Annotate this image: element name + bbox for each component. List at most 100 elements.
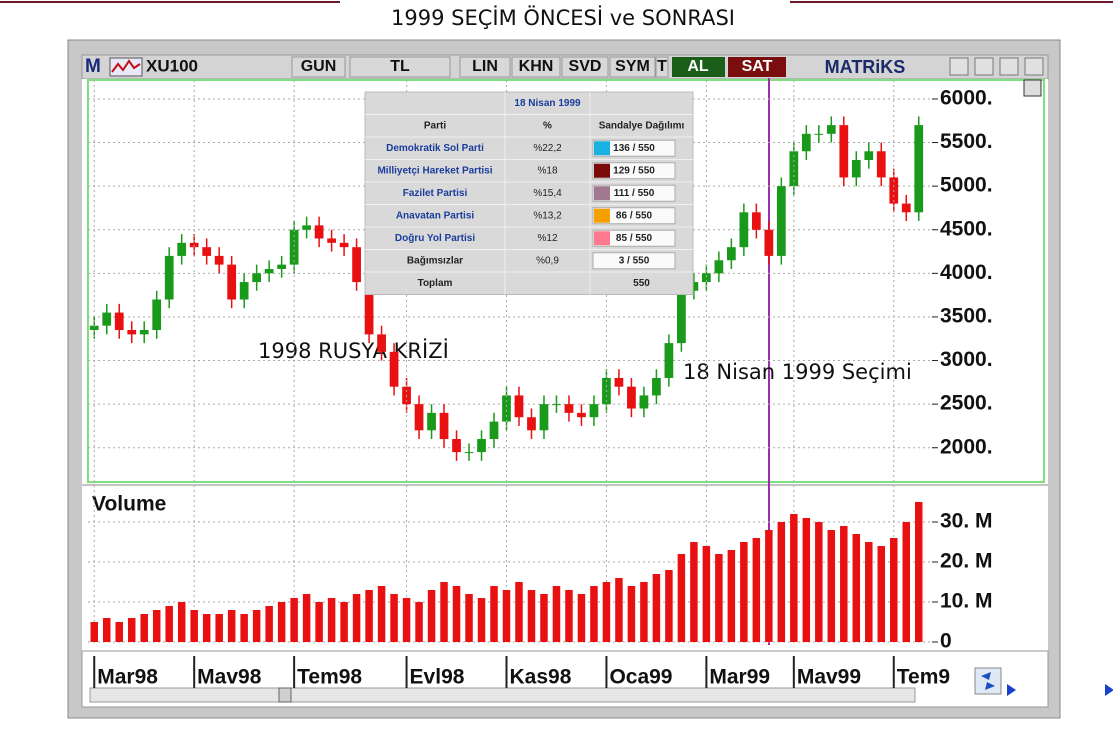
candle-body	[502, 395, 511, 422]
volume-bar	[202, 614, 211, 642]
volume-bar	[365, 590, 373, 642]
candle-body	[614, 377, 624, 387]
party-swatch	[594, 231, 610, 246]
volume-bar	[90, 622, 98, 642]
candle-body	[239, 282, 249, 300]
volume-bar	[627, 586, 636, 642]
toolbar-button[interactable]	[291, 56, 346, 78]
candle-body	[364, 282, 374, 335]
party-seats: 3 / 550	[619, 255, 650, 266]
candle-body	[414, 404, 424, 431]
toolbar-button[interactable]	[511, 56, 561, 78]
buy-button[interactable]	[672, 57, 725, 77]
scroll-left[interactable]	[1007, 684, 1016, 696]
candle-body	[139, 330, 149, 335]
candle-body	[664, 343, 674, 378]
window-control[interactable]	[949, 57, 969, 76]
refresh-button[interactable]	[974, 667, 1002, 695]
y-tick-label: 3500.	[940, 304, 993, 327]
volume-bar	[490, 586, 498, 642]
y-tick-label: 2000.	[940, 435, 993, 458]
party-name: Fazilet Partisi	[403, 188, 468, 199]
table-header: Parti	[424, 120, 446, 131]
seat-box	[592, 252, 676, 270]
volume-bar	[190, 610, 198, 642]
candle-body	[814, 133, 824, 135]
party-pct: %15,4	[533, 188, 562, 199]
candle-body	[439, 412, 449, 440]
candle-body	[839, 125, 849, 178]
volume-bar	[565, 590, 573, 642]
volume-bar	[915, 502, 923, 642]
candle-body	[214, 255, 224, 265]
total-label: Toplam	[418, 278, 453, 289]
volume-bar	[890, 538, 898, 642]
volume-bar	[115, 622, 123, 642]
candle-body	[789, 151, 799, 187]
candle-body	[127, 330, 137, 335]
seat-box	[592, 162, 676, 180]
candle-body	[589, 404, 599, 418]
volume-bar	[752, 538, 761, 642]
scroll-right[interactable]	[1105, 684, 1113, 696]
candle-body	[452, 439, 461, 453]
y-tick-label: 2500.	[940, 392, 993, 415]
candle-body	[652, 377, 661, 396]
party-swatch	[594, 141, 610, 156]
toolbar-button-label: SVD	[569, 58, 602, 75]
candle-body	[227, 264, 237, 300]
volume-bar	[765, 530, 773, 642]
volume-bar	[327, 598, 336, 642]
candle-body	[327, 238, 336, 243]
y-tick-label: 0	[940, 630, 952, 653]
volume-bar	[152, 610, 161, 642]
candle-body	[901, 203, 911, 213]
toolbar-button-label: SYM	[615, 58, 650, 75]
logo-icon-line	[111, 59, 141, 73]
toolbar-button[interactable]	[655, 56, 669, 78]
toolbar-button[interactable]	[561, 56, 609, 78]
party-swatch	[594, 186, 610, 201]
panel-button[interactable]	[1023, 79, 1042, 97]
candle-body	[514, 395, 524, 418]
seat-box	[592, 139, 676, 157]
seat-box	[592, 184, 676, 202]
window-control[interactable]	[1024, 57, 1044, 76]
volume-bar	[640, 582, 648, 642]
candle-body	[539, 404, 549, 431]
candle-body	[764, 229, 774, 256]
toolbar-button[interactable]	[459, 56, 511, 78]
volume-bar	[590, 586, 598, 642]
volume-bar	[415, 602, 423, 642]
candle-body	[164, 255, 174, 300]
window-control[interactable]	[999, 57, 1019, 76]
volume-bar	[165, 606, 173, 642]
toolbar-button[interactable]	[349, 56, 451, 78]
volume-bar	[315, 602, 323, 642]
x-tick-label: Tem98	[297, 666, 362, 689]
volume-bar	[502, 590, 511, 642]
y-tick-label: 4000.	[940, 261, 993, 284]
window-control[interactable]	[974, 57, 994, 76]
volume-bar	[702, 546, 711, 642]
volume-bar	[815, 522, 823, 642]
scrollbar[interactable]	[89, 687, 916, 703]
toolbar-button[interactable]	[609, 56, 656, 78]
scroll-thumb[interactable]	[278, 687, 292, 703]
volume-bar	[265, 606, 273, 642]
buy-label: AL	[687, 58, 709, 75]
party-pct: %0,9	[536, 255, 559, 266]
volume-bar	[377, 586, 386, 642]
sell-label: SAT	[742, 58, 773, 75]
volume-bar	[390, 594, 398, 642]
table-header: %	[543, 120, 552, 131]
candle-body	[427, 412, 436, 431]
sell-button[interactable]	[728, 57, 786, 77]
party-swatch	[594, 163, 610, 178]
toolbar-button-label: KHN	[519, 58, 554, 75]
volume-bar	[527, 590, 536, 642]
refresh-icon	[981, 672, 995, 690]
x-tick-label: Tem9	[897, 666, 950, 689]
party-name: Doğru Yol Partisi	[395, 233, 475, 244]
